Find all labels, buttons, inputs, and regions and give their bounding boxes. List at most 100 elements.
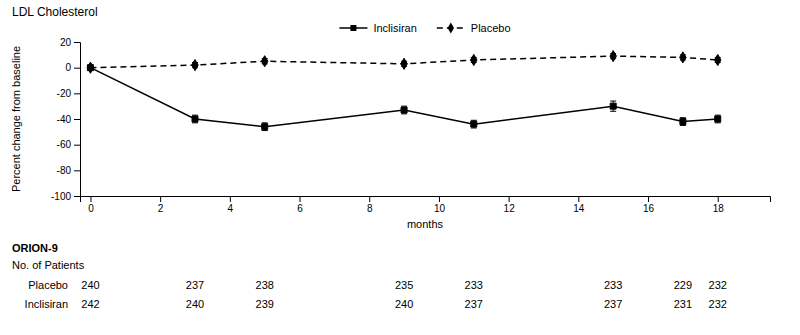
x-tick-mark (160, 196, 161, 202)
x-tick: 0 (88, 196, 94, 214)
error-bar (262, 123, 268, 131)
x-tick: 14 (573, 196, 585, 214)
y-tick-mark (74, 196, 80, 197)
table-count: 235 (395, 279, 413, 291)
x-tick-mark (718, 196, 719, 202)
x-tick-mark (439, 196, 440, 202)
table-count: 242 (81, 298, 99, 310)
x-tick: 8 (367, 196, 373, 214)
point (680, 119, 686, 125)
table-count: 232 (709, 298, 727, 310)
x-tick-label: 16 (643, 203, 655, 214)
y-tick-mark (74, 145, 80, 146)
x-tick: 18 (713, 196, 725, 214)
x-tick: 4 (228, 196, 234, 214)
point (680, 52, 686, 63)
table-count: 233 (465, 279, 483, 291)
table-count: 238 (256, 279, 274, 291)
table-count: 240 (186, 298, 204, 310)
x-axis: 0 2 4 6 8 10 12 14 16 18 (81, 196, 771, 214)
legend-label: Inclisiran (373, 22, 416, 34)
point (262, 124, 268, 130)
table-count: 231 (674, 298, 692, 310)
error-bar-cap (610, 111, 616, 112)
x-tick-mark (90, 196, 91, 202)
x-tick-label: 4 (228, 203, 234, 214)
point (715, 54, 721, 65)
patient-table: ORION-9No. of PatientsPlacebo24023723823… (12, 242, 727, 310)
series (87, 51, 721, 74)
error-bar (401, 106, 407, 114)
y-tick: -20 (57, 88, 80, 99)
table-row-label: Inclisiran (25, 298, 68, 310)
x-tick-mark (578, 196, 579, 202)
y-tick-mark (74, 42, 80, 43)
x-tick-label: 10 (434, 203, 446, 214)
point (715, 116, 721, 122)
y-tick: -40 (57, 114, 80, 125)
x-tick: 2 (158, 196, 164, 214)
point (192, 60, 198, 71)
x-tick: 12 (504, 196, 516, 214)
y-tick-mark (74, 170, 80, 171)
x-tick-label: 18 (713, 203, 725, 214)
x-tick: 6 (297, 196, 303, 214)
series (87, 65, 720, 131)
error-bar-cap (610, 101, 616, 102)
table-count: 237 (465, 298, 483, 310)
table-row-label: Placebo (28, 279, 68, 291)
error-bar (715, 115, 721, 123)
error-bar-cap (401, 106, 407, 107)
table-count: 237 (186, 279, 204, 291)
y-tick-label: -60 (57, 139, 72, 150)
error-bar (471, 120, 477, 128)
x-tick-label: 8 (367, 203, 373, 214)
x-tick-label: 12 (504, 203, 516, 214)
point (401, 58, 407, 69)
table-label: No. of Patients (12, 259, 85, 271)
y-tick-label: -100 (51, 191, 71, 202)
table-count: 229 (674, 279, 692, 291)
point (471, 121, 477, 127)
y-tick: 0 (65, 62, 80, 73)
table-count: 239 (256, 298, 274, 310)
error-bar (192, 115, 198, 123)
y-tick-mark (74, 119, 80, 120)
point (471, 54, 477, 65)
table-count: 232 (709, 279, 727, 291)
x-tick-label: 6 (297, 203, 303, 214)
point (87, 62, 93, 73)
y-tick-label: 0 (65, 62, 71, 73)
legend: Inclisiran Placebo (339, 22, 510, 34)
error-bar (680, 118, 686, 126)
table-count: 237 (604, 298, 622, 310)
x-tick-mark (509, 196, 510, 202)
legend-item: Inclisiran (339, 22, 416, 34)
point (610, 51, 616, 62)
y-tick: -60 (57, 139, 80, 150)
y-axis-line (74, 43, 81, 197)
plot-area (87, 51, 721, 131)
table-count: 240 (395, 298, 413, 310)
x-tick: 10 (434, 196, 446, 214)
x-tick-mark (369, 196, 370, 202)
legend-marker (350, 25, 356, 31)
x-tick-label: 2 (158, 203, 164, 214)
x-tick-mark (648, 196, 649, 202)
x-tick-mark (230, 196, 231, 202)
y-tick-label: -80 (57, 165, 72, 176)
table-count: 240 (81, 279, 99, 291)
y-tick-mark (74, 93, 80, 94)
x-axis-title: months (407, 218, 444, 230)
y-tick-label: 20 (60, 37, 72, 48)
x-tick: 16 (643, 196, 655, 214)
legend-marker (448, 22, 454, 33)
y-tick-label: -20 (57, 88, 72, 99)
y-tick: 20 (60, 37, 80, 48)
series-line (90, 68, 717, 127)
legend-item: Placebo (437, 22, 511, 34)
y-axis: -100 -80 -60 -40 -20 0 20 (51, 37, 81, 202)
y-tick: -80 (57, 165, 80, 176)
chart-title: LDL Cholesterol (12, 5, 98, 19)
x-tick-label: 0 (88, 203, 94, 214)
